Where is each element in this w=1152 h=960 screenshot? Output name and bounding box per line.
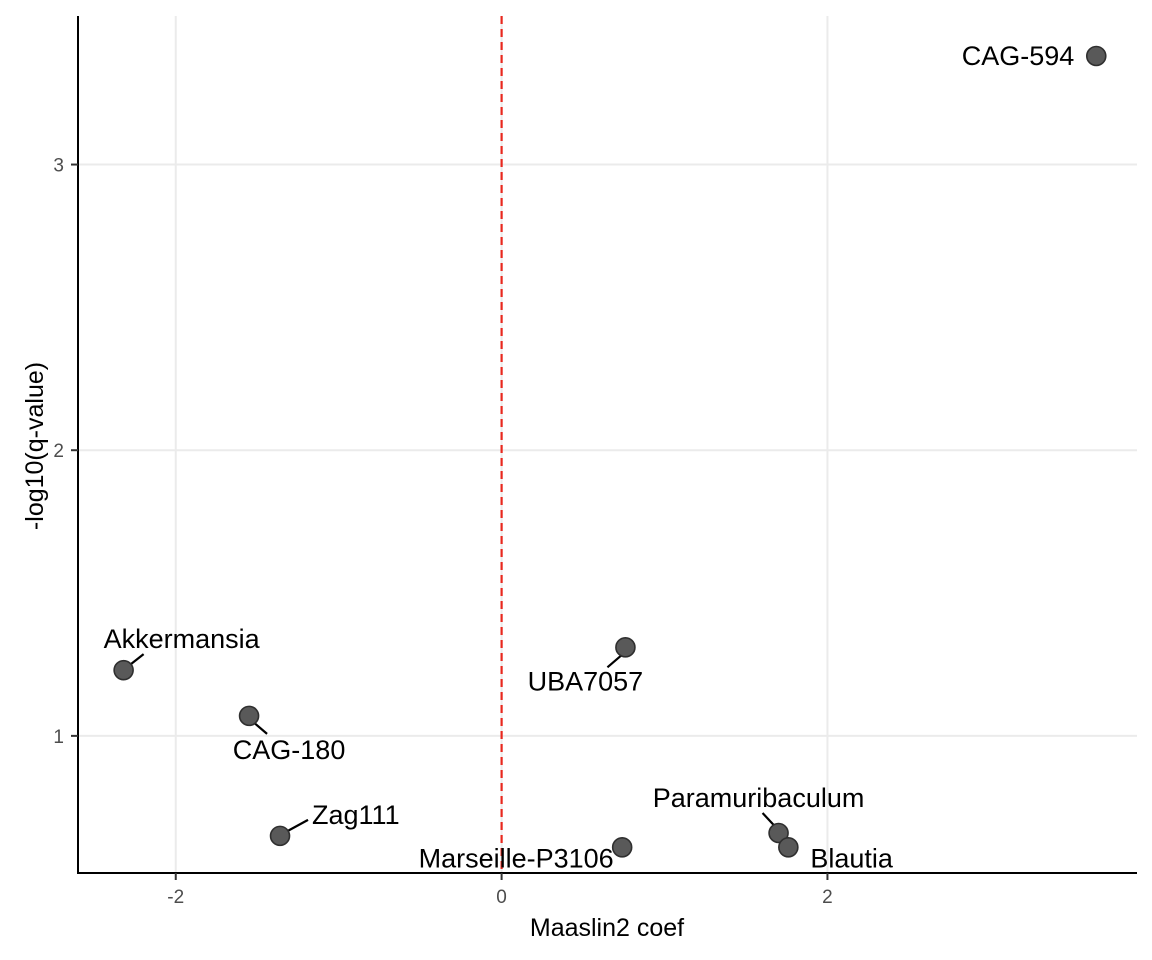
data-point: [768, 822, 789, 844]
data-point: [611, 836, 633, 858]
point-label-layer: CAG-594 UBA7057 Akkermansia CAG-180 Zag111 Ma…: [104, 41, 1075, 873]
data-point: [238, 705, 260, 727]
data-point: [269, 825, 291, 847]
point-layer: [113, 45, 1107, 858]
point-label: Akkermansia: [104, 624, 261, 654]
point-label: Marseille-P3106: [419, 843, 614, 873]
grid-layer: [78, 16, 1137, 873]
axis-layer: -2 0 2 1 2 3: [53, 16, 1137, 908]
data-point: [1085, 45, 1107, 67]
x-tick-label: 2: [822, 887, 833, 908]
point-label: CAG-180: [233, 735, 346, 765]
y-tick-label: 1: [53, 727, 64, 748]
label-connector: [128, 653, 145, 667]
point-label: UBA7057: [528, 666, 644, 696]
y-axis-title: -log10(q-value): [21, 362, 49, 530]
x-tick-label: 0: [496, 887, 507, 908]
y-tick-label: 3: [53, 156, 64, 177]
label-connector: [606, 654, 623, 669]
label-connector: [285, 818, 309, 833]
point-label: Paramuribaculum: [653, 783, 865, 813]
point-label: Zag111: [312, 800, 400, 830]
data-point: [778, 836, 799, 858]
x-tick-label: -2: [167, 887, 184, 908]
data-point: [615, 637, 636, 658]
point-label: CAG-594: [962, 41, 1075, 71]
data-point: [113, 659, 134, 681]
y-tick-label: 2: [53, 441, 64, 462]
point-label: Blautia: [810, 843, 894, 873]
x-axis-title: Maaslin2 coef: [530, 914, 684, 942]
